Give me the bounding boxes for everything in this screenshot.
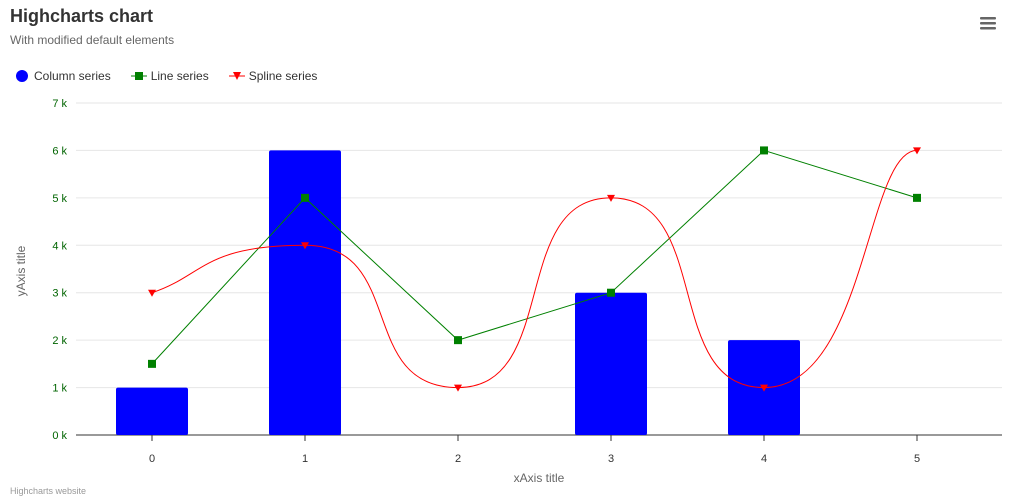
credits-link[interactable]: Highcharts website bbox=[10, 486, 87, 496]
y-tick-label: 2 k bbox=[52, 335, 67, 347]
line-point-marker bbox=[301, 193, 309, 202]
spline-point-marker bbox=[760, 384, 768, 392]
legend-label-line: Line series bbox=[150, 69, 209, 83]
spline-point-marker bbox=[148, 289, 156, 297]
legend-item-line[interactable]: Line series bbox=[130, 69, 209, 83]
spline-point-marker bbox=[301, 242, 309, 250]
hamburger-menu-icon[interactable] bbox=[976, 12, 1000, 34]
y-tick-label: 0 k bbox=[52, 430, 67, 442]
y-tick-label: 7 k bbox=[52, 98, 67, 110]
x-tick-label: 2 bbox=[455, 453, 461, 465]
column-bar bbox=[269, 150, 341, 435]
y-tick-label: 1 k bbox=[52, 383, 67, 395]
line-point-marker bbox=[454, 336, 462, 345]
line-series-path bbox=[151, 149, 918, 365]
chart-subtitle: With modified default elements bbox=[10, 33, 175, 47]
legend-label-spline: Spline series bbox=[248, 69, 318, 83]
legend-item-column[interactable]: Column series bbox=[14, 69, 111, 83]
x-tick-label: 0 bbox=[149, 453, 155, 465]
line-point-marker bbox=[760, 146, 768, 155]
spline-point-marker bbox=[454, 384, 462, 392]
x-tick-label: 5 bbox=[914, 453, 920, 465]
y-tick-label: 6 k bbox=[52, 145, 67, 157]
spline-point-marker bbox=[913, 147, 921, 155]
y-tick-label: 3 k bbox=[52, 288, 67, 300]
x-tick-label: 1 bbox=[302, 453, 308, 465]
legend-triangle-icon bbox=[228, 72, 245, 80]
chart-legend: Column series Line series Spline series bbox=[14, 66, 337, 86]
column-bar bbox=[575, 292, 647, 435]
legend-circle-icon bbox=[16, 70, 28, 82]
y-tick-label: 5 k bbox=[52, 193, 67, 205]
spline-series-path bbox=[151, 149, 918, 389]
x-tick-label: 4 bbox=[761, 453, 767, 465]
line-point-marker bbox=[148, 359, 156, 368]
legend-item-spline[interactable]: Spline series bbox=[228, 69, 318, 83]
legend-square-icon bbox=[130, 72, 147, 80]
x-tick-label: 3 bbox=[608, 453, 614, 465]
y-tick-label: 4 k bbox=[52, 240, 67, 252]
chart-title: Highcharts chart bbox=[10, 6, 154, 26]
spline-point-marker bbox=[607, 194, 615, 202]
line-point-marker bbox=[913, 193, 921, 202]
x-axis-title: xAxis title bbox=[514, 471, 565, 485]
legend-label-column: Column series bbox=[34, 69, 111, 83]
column-bar bbox=[116, 387, 188, 435]
line-point-marker bbox=[607, 288, 615, 297]
y-axis-title: yAxis title bbox=[14, 245, 28, 296]
